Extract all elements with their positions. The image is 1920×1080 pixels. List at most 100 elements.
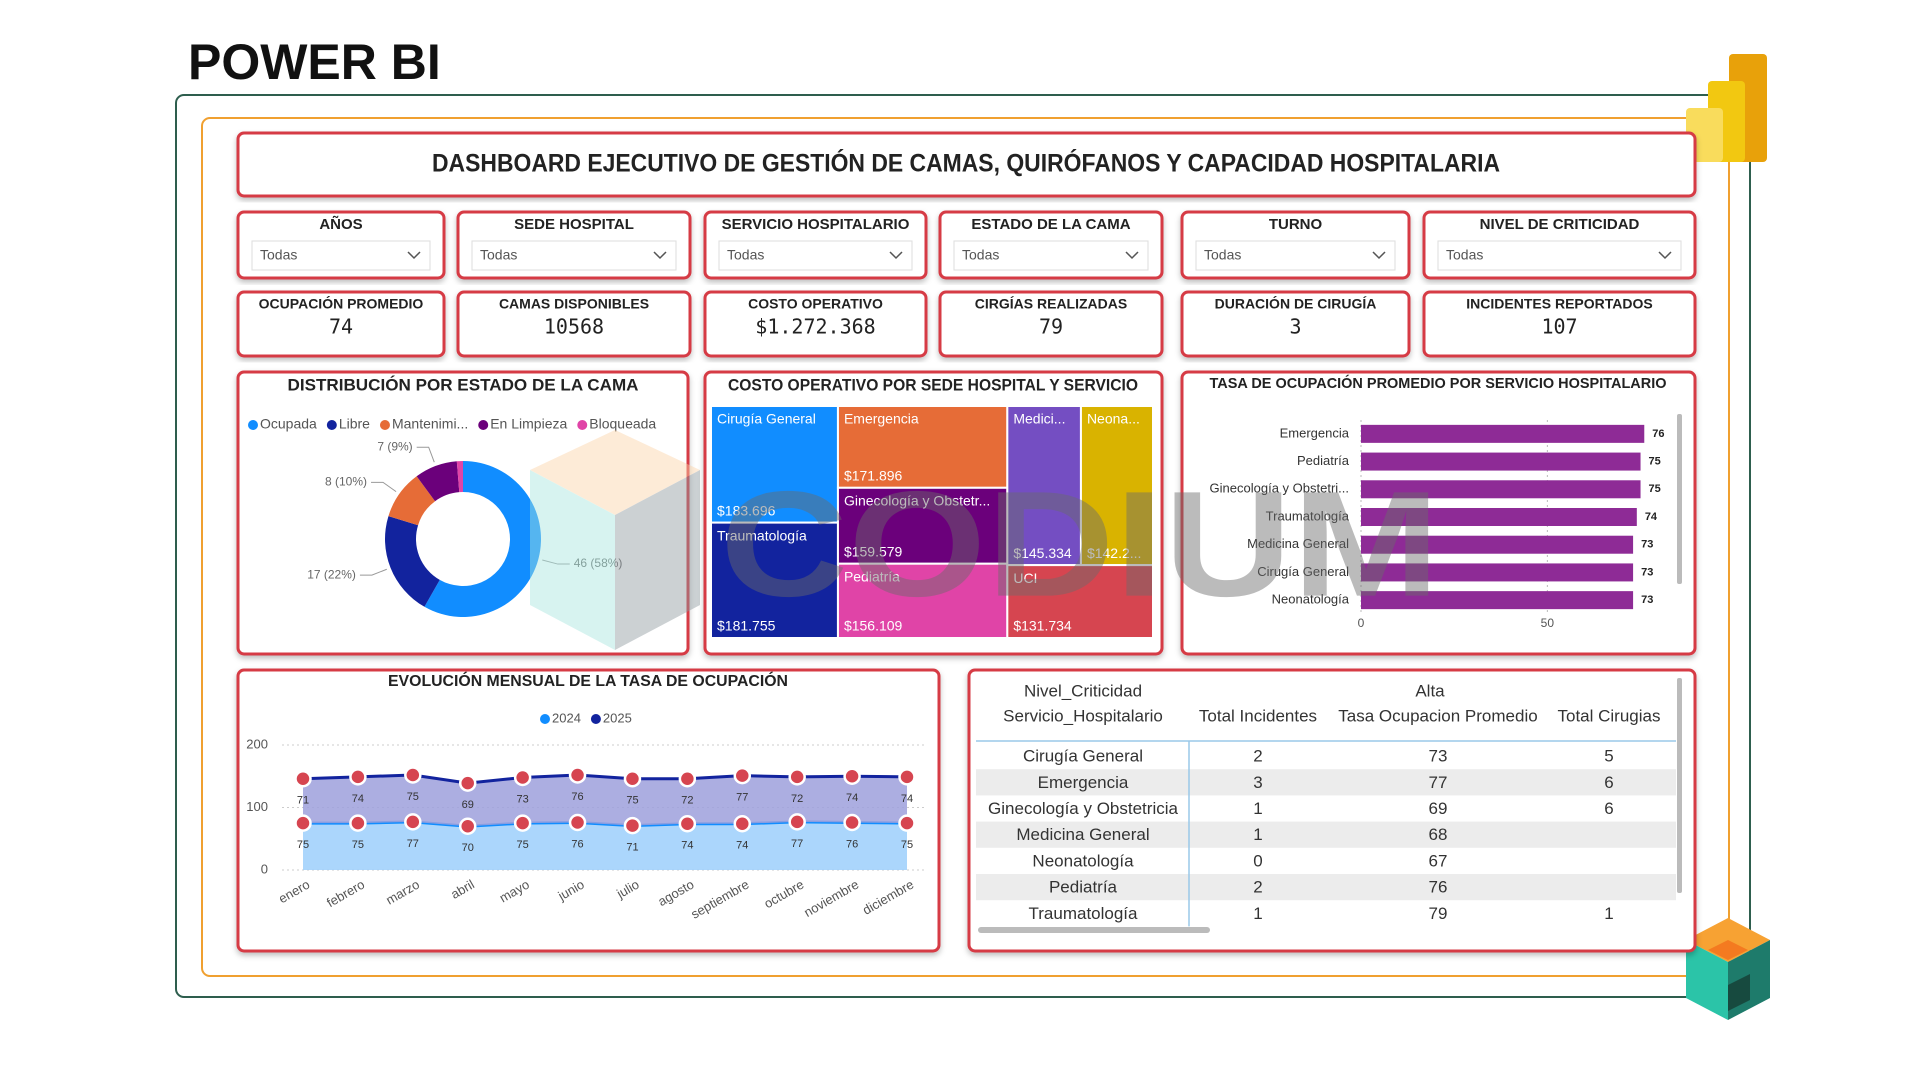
dropdown[interactable] — [471, 240, 677, 271]
bar — [1361, 535, 1634, 554]
data-label: 8 (10%) — [325, 475, 367, 489]
dropdown[interactable] — [1437, 240, 1682, 271]
kpi-value: 74 — [329, 315, 353, 339]
dropdown[interactable] — [1195, 240, 1396, 271]
data-label: 72 — [681, 795, 693, 807]
inner-frame — [201, 117, 1730, 977]
y-tick-label: Medicina General — [1247, 536, 1349, 551]
dropdown-chevron[interactable] — [1372, 251, 1386, 260]
data-label: 69 — [462, 799, 474, 811]
legend-label: Libre — [339, 416, 370, 432]
y-tick-label: Traumatología — [1266, 508, 1350, 523]
data-label: 75 — [1649, 483, 1661, 495]
data-label: 76 — [571, 791, 583, 803]
area-fill — [303, 821, 907, 870]
filter-label: AÑOS — [319, 215, 362, 233]
dropdown[interactable] — [953, 240, 1149, 271]
donut-slice — [384, 516, 440, 607]
marker — [678, 770, 697, 788]
bar — [1361, 452, 1641, 471]
data-label: 71 — [626, 842, 638, 854]
table-cell: Ginecología y Obstetricia — [988, 799, 1178, 818]
data-label: 75 — [626, 795, 638, 807]
y-tick-label: Ginecología y Obstetri... — [1210, 481, 1349, 496]
tile-label: Medici... — [1013, 411, 1065, 427]
table-cell: 69 — [1429, 799, 1448, 818]
kpi-value: 10568 — [544, 315, 604, 339]
data-label: 75 — [297, 839, 309, 851]
logo-face — [1708, 940, 1748, 960]
donut-slice — [388, 476, 436, 526]
data-label: 77 — [736, 792, 748, 804]
data-label: 76 — [571, 838, 583, 850]
marker — [733, 766, 752, 785]
table-cell: Emergencia — [1038, 773, 1129, 792]
kpi-panel — [1422, 290, 1697, 358]
dropdown-value: Todas — [727, 247, 764, 263]
bar — [1361, 480, 1641, 499]
tile-value: $171.896 — [844, 467, 903, 483]
marker — [623, 770, 642, 788]
dropdown-chevron[interactable] — [407, 251, 421, 260]
dropdown[interactable] — [251, 240, 431, 271]
legend-label: En Limpieza — [490, 416, 567, 432]
marker — [404, 766, 422, 784]
marker — [568, 766, 587, 784]
kpi-label: DURACIÓN DE CIRUGÍA — [1215, 295, 1377, 312]
table-cell: 79 — [1429, 904, 1448, 923]
filter-label: SERVICIO HOSPITALARIO — [722, 216, 910, 233]
dropdown-chevron[interactable] — [1658, 251, 1672, 260]
leader-line — [371, 481, 397, 493]
dropdown-chevron[interactable] — [653, 251, 667, 260]
table-cell: 6 — [1604, 773, 1613, 792]
dropdown[interactable] — [718, 240, 913, 271]
dropdown-chevron[interactable] — [1125, 251, 1139, 260]
treemap-tile — [1006, 564, 1154, 639]
data-label: 74 — [736, 840, 748, 852]
dropdown-chevron[interactable] — [889, 251, 903, 260]
bar — [1361, 424, 1645, 443]
data-label: 74 — [352, 793, 364, 805]
legend-label: 2024 — [552, 710, 581, 725]
dashboard-title: DASHBOARD EJECUTIVO DE GESTIÓN DE CAMAS,… — [432, 148, 1500, 178]
kpi-label: INCIDENTES REPORTADOS — [1466, 296, 1652, 312]
column-header: Total Incidentes — [1199, 706, 1317, 725]
area-fill — [303, 775, 907, 827]
table-cell: 67 — [1429, 851, 1448, 870]
data-label: 70 — [462, 842, 474, 854]
bar — [1361, 563, 1634, 582]
y-tick-label: Neonatología — [1272, 592, 1350, 607]
treemap-tile — [1079, 405, 1155, 567]
y-tick-label: 100 — [246, 799, 268, 814]
leader-line — [416, 446, 435, 463]
scrollbar[interactable] — [1677, 678, 1682, 893]
legend-label: Mantenimi... — [392, 416, 468, 432]
data-label: 46 (58%) — [574, 556, 623, 570]
donut-panel — [236, 370, 690, 656]
legend-swatch — [577, 420, 588, 430]
data-label: 75 — [1649, 455, 1661, 467]
donut-slice — [456, 461, 463, 493]
kpi-value: 3 — [1289, 315, 1301, 339]
table-cell: Neonatología — [1032, 851, 1134, 870]
table-cell: 1 — [1253, 904, 1262, 923]
data-label: 76 — [1652, 428, 1664, 440]
marker — [843, 767, 861, 785]
scrollbar[interactable] — [978, 927, 1210, 933]
column-header: Tasa Ocupacion Promedio — [1338, 706, 1537, 725]
data-label: 75 — [517, 839, 529, 851]
tile-label: Ginecología y Obstetr... — [844, 492, 990, 508]
legend-swatch — [326, 420, 337, 430]
table-cell: 5 — [1604, 747, 1613, 766]
logo-face — [1686, 940, 1728, 1020]
data-label: 74 — [681, 840, 693, 852]
filter-label: NIVEL DE CRITICIDAD — [1480, 216, 1640, 233]
scrollbar[interactable] — [1677, 414, 1682, 584]
tile-value: $156.109 — [844, 618, 903, 634]
legend-label: Ocupada — [260, 416, 317, 432]
marker — [458, 817, 477, 835]
marker — [404, 813, 422, 831]
legend-swatch — [248, 420, 258, 430]
